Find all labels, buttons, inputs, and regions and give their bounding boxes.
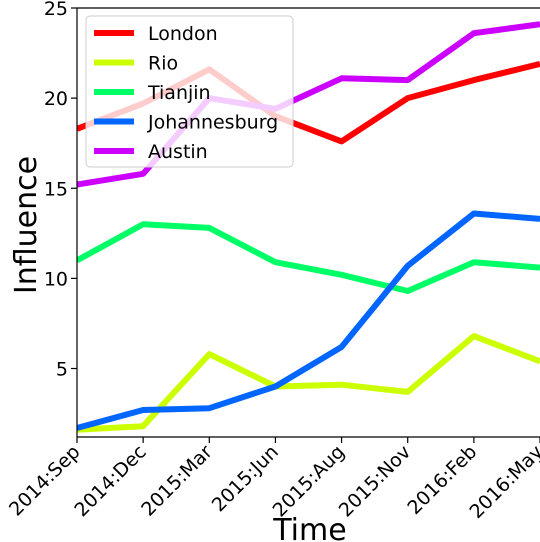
- legend-label: Rio: [148, 53, 178, 75]
- legend-label: Johannesburg: [147, 112, 278, 134]
- x-tick-label: 2015:Nov: [335, 441, 415, 521]
- legend-label: Tianjin: [147, 82, 211, 104]
- x-tick-label: 2014:Dec: [70, 441, 150, 521]
- legend-label: London: [148, 23, 218, 45]
- y-axis-label: Influence: [9, 156, 44, 294]
- y-tick-label: 20: [44, 88, 68, 110]
- x-tick-label: 2015:Mar: [137, 441, 217, 521]
- legend-label: Austin: [148, 141, 208, 163]
- series-line-rio: [77, 333, 540, 433]
- y-tick-label: 25: [44, 0, 68, 20]
- axes-layer: [76, 7, 540, 438]
- y-tick-label: 15: [44, 178, 68, 200]
- y-tick-label: 5: [56, 359, 68, 381]
- series-line-johannesburg: [77, 210, 540, 431]
- y-tick-label: 10: [44, 268, 68, 290]
- series-line-tianjin: [77, 221, 540, 294]
- legend: London Rio Tianjin Johannesburg Austin: [85, 15, 294, 168]
- legend-box: [85, 15, 294, 168]
- x-axis-label: Time: [272, 513, 346, 542]
